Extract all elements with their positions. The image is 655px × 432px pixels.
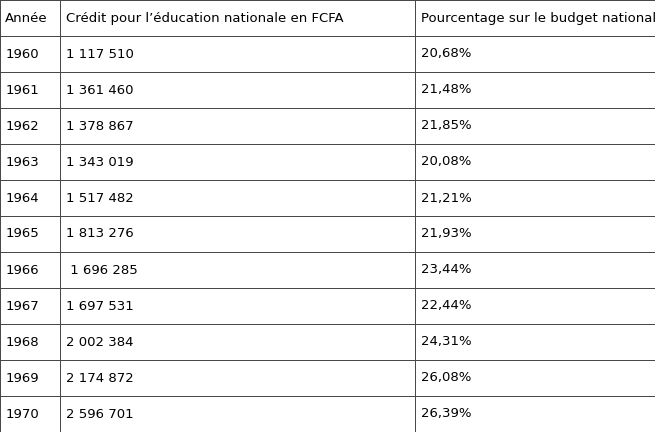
Text: 1 117 510: 1 117 510 bbox=[66, 48, 134, 60]
Text: 1 517 482: 1 517 482 bbox=[66, 191, 133, 204]
Bar bbox=[0, 360, 60, 396]
Bar bbox=[0, 72, 60, 108]
Text: 1 813 276: 1 813 276 bbox=[66, 228, 133, 241]
Bar bbox=[60, 144, 415, 180]
Text: 1968: 1968 bbox=[5, 336, 39, 349]
Bar bbox=[60, 324, 415, 360]
Text: 23,44%: 23,44% bbox=[421, 264, 471, 276]
Bar bbox=[415, 216, 655, 252]
Bar bbox=[415, 36, 655, 72]
Bar bbox=[60, 72, 415, 108]
Bar bbox=[60, 36, 415, 72]
Text: 1966: 1966 bbox=[5, 264, 39, 276]
Bar bbox=[415, 324, 655, 360]
Bar bbox=[0, 180, 60, 216]
Text: 2 596 701: 2 596 701 bbox=[66, 407, 133, 420]
Text: 2 174 872: 2 174 872 bbox=[66, 372, 133, 384]
Bar bbox=[60, 0, 415, 36]
Bar bbox=[415, 360, 655, 396]
Text: 21,85%: 21,85% bbox=[421, 120, 471, 133]
Bar bbox=[0, 396, 60, 432]
Bar bbox=[415, 396, 655, 432]
Bar bbox=[60, 252, 415, 288]
Bar bbox=[60, 108, 415, 144]
Bar bbox=[415, 108, 655, 144]
Text: 1 697 531: 1 697 531 bbox=[66, 299, 133, 312]
Text: 1965: 1965 bbox=[5, 228, 39, 241]
Text: 1961: 1961 bbox=[5, 83, 39, 96]
Bar bbox=[415, 72, 655, 108]
Text: 2 002 384: 2 002 384 bbox=[66, 336, 133, 349]
Bar bbox=[415, 144, 655, 180]
Text: 1 343 019: 1 343 019 bbox=[66, 156, 133, 168]
Bar bbox=[0, 324, 60, 360]
Text: Année: Année bbox=[5, 12, 48, 25]
Bar bbox=[0, 216, 60, 252]
Text: 1964: 1964 bbox=[5, 191, 39, 204]
Text: 21,48%: 21,48% bbox=[421, 83, 471, 96]
Text: Pourcentage sur le budget national: Pourcentage sur le budget national bbox=[421, 12, 655, 25]
Bar bbox=[0, 36, 60, 72]
Bar bbox=[415, 0, 655, 36]
Text: 1960: 1960 bbox=[5, 48, 39, 60]
Text: 26,08%: 26,08% bbox=[421, 372, 471, 384]
Text: 22,44%: 22,44% bbox=[421, 299, 471, 312]
Bar bbox=[415, 252, 655, 288]
Bar bbox=[60, 180, 415, 216]
Bar bbox=[0, 288, 60, 324]
Text: 1962: 1962 bbox=[5, 120, 39, 133]
Bar bbox=[0, 108, 60, 144]
Text: 21,21%: 21,21% bbox=[421, 191, 471, 204]
Text: 1 361 460: 1 361 460 bbox=[66, 83, 133, 96]
Bar bbox=[60, 288, 415, 324]
Text: 20,68%: 20,68% bbox=[421, 48, 471, 60]
Text: 21,93%: 21,93% bbox=[421, 228, 471, 241]
Bar bbox=[415, 288, 655, 324]
Text: 1 378 867: 1 378 867 bbox=[66, 120, 133, 133]
Bar bbox=[0, 0, 60, 36]
Text: 1967: 1967 bbox=[5, 299, 39, 312]
Bar bbox=[60, 360, 415, 396]
Text: 20,08%: 20,08% bbox=[421, 156, 471, 168]
Bar bbox=[0, 144, 60, 180]
Text: 1 696 285: 1 696 285 bbox=[66, 264, 138, 276]
Text: Crédit pour l’éducation nationale en FCFA: Crédit pour l’éducation nationale en FCF… bbox=[66, 12, 343, 25]
Bar bbox=[60, 216, 415, 252]
Text: 26,39%: 26,39% bbox=[421, 407, 471, 420]
Bar bbox=[60, 396, 415, 432]
Text: 1970: 1970 bbox=[5, 407, 39, 420]
Bar bbox=[415, 180, 655, 216]
Bar bbox=[0, 252, 60, 288]
Text: 1969: 1969 bbox=[5, 372, 39, 384]
Text: 1963: 1963 bbox=[5, 156, 39, 168]
Text: 24,31%: 24,31% bbox=[421, 336, 471, 349]
